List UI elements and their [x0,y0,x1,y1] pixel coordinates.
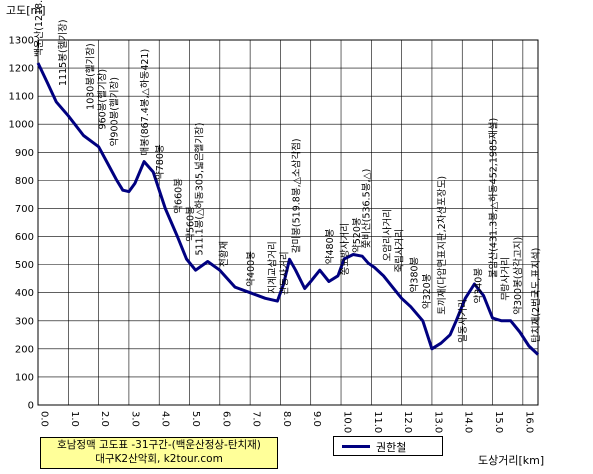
y-axis-title: 고도[m] [6,4,46,17]
annotation-label: 쫑모방사거리 [340,223,351,275]
y-tick-label: 100 [15,372,34,383]
x-tick-label: 6.0 [220,411,231,427]
chart-title: 호남정맥 고도표 -31구간-(백운산정상-탄치재) [57,439,261,451]
peak-annotations: 백운산(1218.0봉,△하동13,이정표) 1115봉(헬기장) 1030봉(헬기… [33,0,542,343]
annotation-label: 약560봉 [185,206,197,242]
annotation-label: 약300봉(삼각고지) [512,237,524,315]
annotation-label: 백운산(1218.0봉,△하동13,이정표) [33,0,45,57]
y-tick-label: 1100 [9,92,34,103]
x-tick-label: 14.0 [463,411,474,433]
y-tick-label: 1300 [9,36,34,47]
plot-area [37,39,539,406]
annotation-label: 관동사거리 [279,251,290,295]
x-tick-label: 5.0 [190,411,201,427]
x-tick-labels: 0.0 1.0 2.0 3.0 4.0 5.0 6.0 7.0 8.0 9.0 10.0 11.0 12… [39,411,535,433]
x-axis-title: 도상거리[km] [478,454,545,467]
x-tick-label: 0.0 [39,411,50,427]
legend: 권한철 [333,436,443,456]
y-tick-label: 600 [15,232,34,243]
x-tick-label: 9.0 [311,411,322,427]
x-tick-label: 8.0 [281,411,292,427]
annotation-label: 약380봉 [409,256,421,292]
x-tick-label: 4.0 [160,411,171,427]
annotation-label: 갈미봉(519.8봉,△소삼각점) [291,138,303,253]
x-tick-label: 7.0 [251,411,262,427]
annotation-label: 매봉(867.4봉,△하동421) [139,49,151,156]
annotation-label: 죽림사거리 [394,229,406,273]
legend-swatch [342,445,370,448]
annotation-label: 약400봉 [245,251,257,287]
annotation-label: 약900봉(헬기장) [109,77,121,146]
chart-subtitle: 대구K2산악회, k2tour.com [95,453,223,465]
y-tick-label: 500 [15,260,34,271]
annotation-label: 무랑사거리 [500,257,512,301]
annotation-label: 1115봉(헬기장) [58,19,69,86]
annotation-label: 오암리사거리 [381,209,393,261]
series-lines [36,62,540,356]
annotation-label: 일동사거리 [458,299,469,343]
annotation-label: 1030봉(헬기장) [86,43,97,110]
y-tick-label: 300 [15,316,34,327]
series-line [36,62,540,356]
annotation-label: 토끼재(다압면표지판,2차선포장도) [436,176,448,315]
annotation-label: 960봉(헬기장) [98,69,109,130]
y-tick-label: 400 [15,288,34,299]
x-tick-label: 15.0 [493,411,504,433]
y-tick-label: 0 [28,401,34,412]
x-tick-label: 10.0 [342,411,353,433]
annotation-label: 약340봉 [472,268,484,304]
x-tick-label: 1.0 [69,411,80,427]
x-tick-label: 13.0 [432,411,443,433]
annotation-label: 불암산(431.3봉,△하동452,1985재설) [488,118,500,278]
annotation-label: 약480봉 [324,228,336,264]
annotation-label: 약660봉 [172,178,184,214]
annotation-label: 천황재 [219,241,230,267]
x-tick-label: 11.0 [372,411,383,433]
y-tick-label: 1200 [9,64,34,75]
annotation-label: 탄치재(2번국도,표지석) [530,248,542,343]
annotation-label: 지계교삼거리 [266,241,278,293]
legend-label: 권한철 [376,441,407,454]
x-tick-label: 3.0 [129,411,140,427]
grid [37,39,539,406]
y-tick-label: 900 [15,148,34,159]
y-tick-label: 700 [15,204,34,215]
annotation-label: 약320봉 [421,273,433,309]
annotation-label: 쫓비산(536.5봉,△) [361,169,372,249]
y-tick-label: 1000 [9,120,34,131]
y-tick-label: 800 [15,176,34,187]
x-tick-label: 2.0 [99,411,110,427]
annotation-label: 약520봉 [351,217,363,253]
y-tick-labels: 0 100 200 300 400 500 600 700 800 900 1000 1100 1200… [9,36,34,412]
y-tick-label: 200 [15,344,34,355]
x-tick-label: 12.0 [402,411,413,433]
annotation-label: 약780봉 [154,144,166,180]
x-tick-label: 16.0 [523,411,534,433]
chart-title-box: 호남정맥 고도표 -31구간-(백운산정상-탄치재) 대구K2산악회, k2to… [40,437,278,469]
annotation-label: 511.1봉(△하동305,넓은헬기장) [194,123,206,256]
